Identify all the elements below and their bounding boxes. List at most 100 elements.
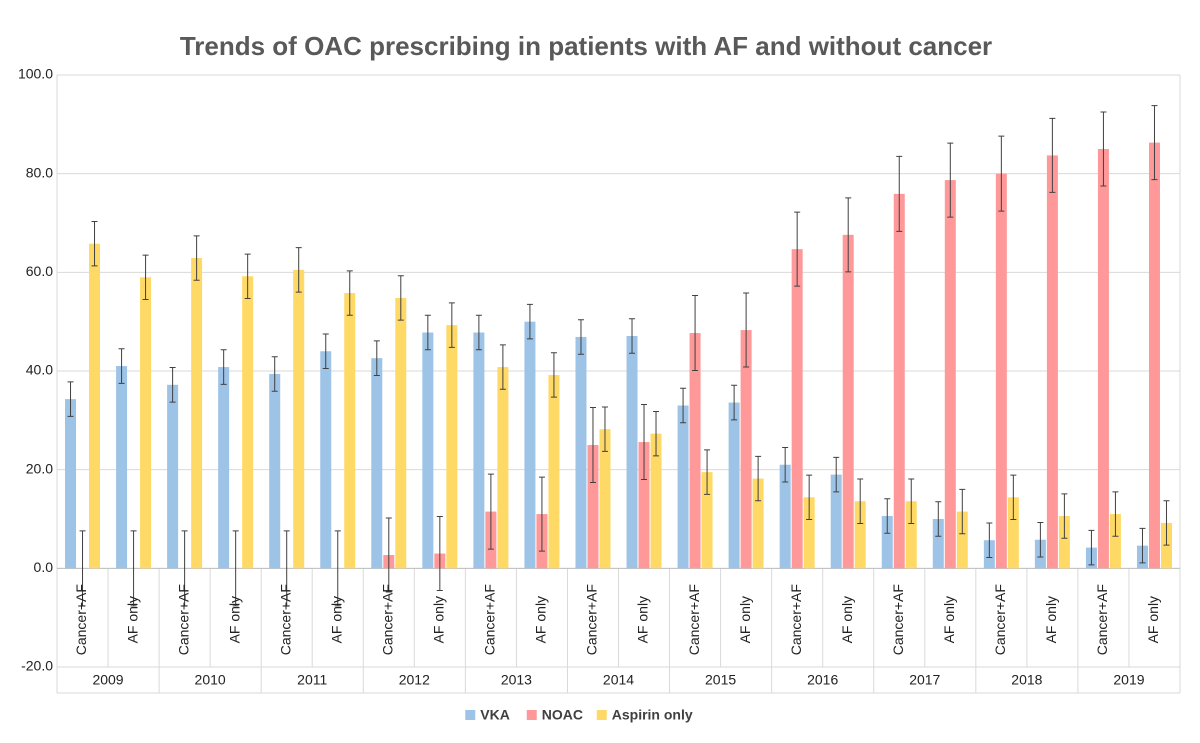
error-bar: [1088, 529, 1095, 566]
group-label: 2012: [399, 672, 430, 688]
error-bar: [130, 530, 137, 607]
error-bar: [680, 387, 687, 424]
x-tick-label: Cancer+AF: [686, 584, 702, 655]
x-tick-label: AF only: [431, 596, 447, 643]
error-bar: [538, 476, 545, 552]
bar: [842, 234, 854, 569]
bar: [473, 332, 485, 569]
error-bar: [1151, 105, 1158, 181]
group-label: 2016: [807, 672, 838, 688]
bar: [65, 399, 77, 569]
bar: [1109, 514, 1121, 569]
bar: [752, 478, 764, 569]
x-tick-label: Cancer+AF: [175, 584, 191, 655]
group-label: 2018: [1011, 672, 1042, 688]
bar: [791, 249, 803, 569]
bar: [116, 366, 128, 569]
error-bar: [526, 303, 533, 340]
group-label: 2019: [1113, 672, 1144, 688]
group-label: 2014: [603, 672, 634, 688]
bar: [995, 173, 1007, 569]
error-bar: [295, 247, 302, 293]
error-bar: [935, 501, 942, 537]
bar: [524, 321, 536, 569]
bar: [701, 472, 713, 569]
legend-text: VKA: [480, 707, 510, 723]
x-tick-label: Cancer+AF: [584, 584, 600, 655]
error-bar: [755, 455, 762, 502]
bar: [1148, 142, 1160, 569]
x-tick-label: Cancer+AF: [992, 584, 1008, 655]
error-bar: [283, 530, 290, 607]
bar: [728, 402, 740, 569]
error-bar: [169, 367, 176, 403]
group-label: 2011: [297, 672, 327, 688]
group-label: 2009: [92, 672, 123, 688]
error-bar: [1139, 527, 1146, 564]
error-bar: [232, 530, 239, 607]
bar: [881, 516, 893, 569]
error-bar: [193, 235, 200, 281]
legend-swatch: [465, 710, 476, 720]
error-bar: [499, 344, 506, 390]
bar: [269, 373, 281, 569]
chart-title: Trends of OAC prescribing in patients wi…: [180, 31, 992, 61]
x-tick-label: AF only: [1043, 596, 1059, 643]
error-bar: [322, 333, 329, 370]
bar: [1058, 516, 1070, 569]
error-bar: [692, 295, 699, 372]
error-bar: [629, 318, 636, 354]
error-bar: [1037, 521, 1044, 558]
error-bar: [653, 410, 660, 457]
error-bar: [448, 302, 455, 348]
error-bar: [794, 211, 801, 287]
x-tick-label: Cancer+AF: [277, 584, 293, 655]
x-tick-label: AF only: [1145, 596, 1161, 643]
legend-text: Aspirin only: [612, 707, 693, 723]
legend: VKA NOAC Aspirin only: [465, 707, 693, 723]
bar: [320, 351, 332, 569]
error-bar: [986, 522, 993, 558]
error-bar: [1100, 111, 1107, 187]
error-bar: [79, 530, 86, 607]
bar: [932, 519, 944, 569]
error-bar: [424, 314, 431, 351]
error-bar: [550, 352, 557, 398]
bar: [575, 336, 587, 569]
error-bar: [908, 478, 915, 524]
bar: [689, 333, 701, 569]
x-tick-label: AF only: [124, 596, 140, 643]
y-tick-label: 0.0: [34, 559, 54, 575]
bar: [740, 330, 752, 569]
error-bar: [397, 275, 404, 321]
bar: [344, 293, 356, 569]
group-label: 2010: [195, 672, 226, 688]
y-tick-label: -20.0: [21, 658, 53, 674]
error-bar: [334, 530, 341, 607]
y-tick-label: 40.0: [26, 362, 53, 378]
error-bar: [641, 404, 648, 481]
bar: [626, 335, 638, 569]
error-bar: [731, 384, 738, 421]
y-tick-label: 80.0: [26, 164, 53, 180]
group-label: 2015: [705, 672, 736, 688]
y-tick-label: 60.0: [26, 263, 53, 279]
error-bar: [1061, 493, 1068, 539]
error-bar: [589, 407, 596, 483]
bar: [587, 445, 599, 569]
error-bar: [577, 319, 584, 355]
error-bar: [271, 356, 278, 392]
bar: [956, 511, 968, 569]
error-bar: [142, 254, 149, 300]
bar: [599, 429, 611, 569]
error-bar: [743, 292, 750, 368]
error-bar: [1049, 117, 1056, 193]
x-tick-label: AF only: [941, 596, 957, 643]
bar: [944, 180, 956, 569]
bar: [1007, 497, 1019, 569]
bar: [905, 501, 917, 569]
bar: [218, 367, 230, 569]
error-bar: [782, 446, 789, 483]
bar: [89, 243, 101, 569]
error-bar: [601, 406, 608, 452]
